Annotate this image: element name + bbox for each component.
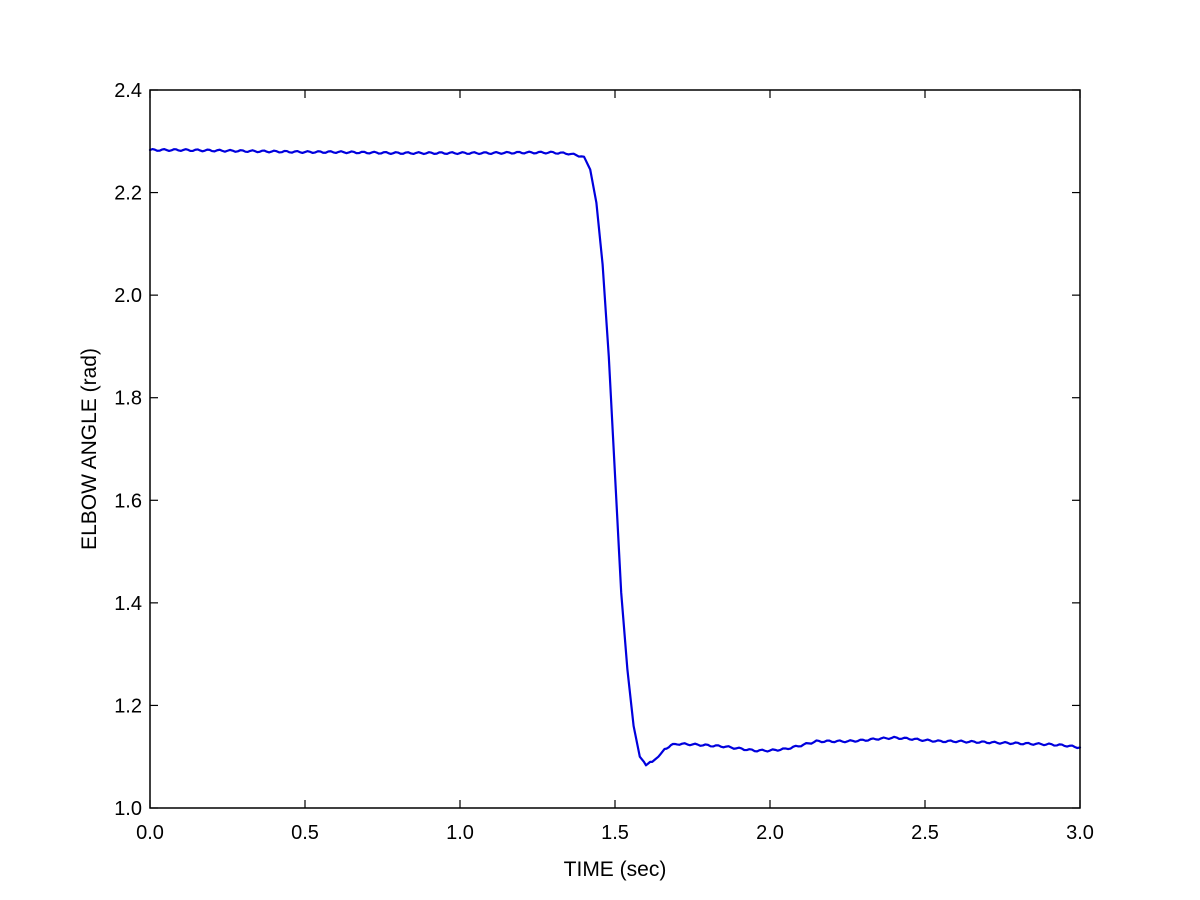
series-line bbox=[148, 148, 1082, 767]
x-tick-label: 1.5 bbox=[601, 822, 629, 844]
x-tick-label: 3.0 bbox=[1066, 822, 1094, 844]
plot-frame bbox=[149, 89, 1081, 809]
x-tick-label: 0.0 bbox=[136, 822, 164, 844]
y-axis-label: ELBOW ANGLE (rad) bbox=[78, 348, 101, 550]
x-tick-label: 1.0 bbox=[446, 822, 474, 844]
x-tick-label: 2.5 bbox=[911, 822, 939, 844]
x-tick-label: 0.5 bbox=[291, 822, 319, 844]
axis-ticks bbox=[149, 89, 1081, 809]
y-tick-label: 2.4 bbox=[114, 80, 142, 102]
y-tick-label: 1.6 bbox=[114, 490, 142, 512]
y-tick-label: 2.2 bbox=[114, 183, 142, 205]
y-tick-label: 1.2 bbox=[114, 695, 142, 717]
x-axis-label: TIME (sec) bbox=[564, 858, 667, 881]
x-tick-labels: 0.0 0.5 1.0 1.5 2.0 2.5 3.0 bbox=[136, 822, 1094, 844]
x-tick-label: 2.0 bbox=[756, 822, 784, 844]
y-tick-label: 1.0 bbox=[114, 798, 142, 820]
y-tick-label: 1.4 bbox=[114, 593, 142, 615]
y-tick-label: 1.8 bbox=[114, 388, 142, 410]
y-tick-labels: 1.0 1.2 1.4 1.6 1.8 2.0 2.2 2.4 bbox=[114, 80, 142, 820]
y-tick-label: 2.0 bbox=[114, 285, 142, 307]
